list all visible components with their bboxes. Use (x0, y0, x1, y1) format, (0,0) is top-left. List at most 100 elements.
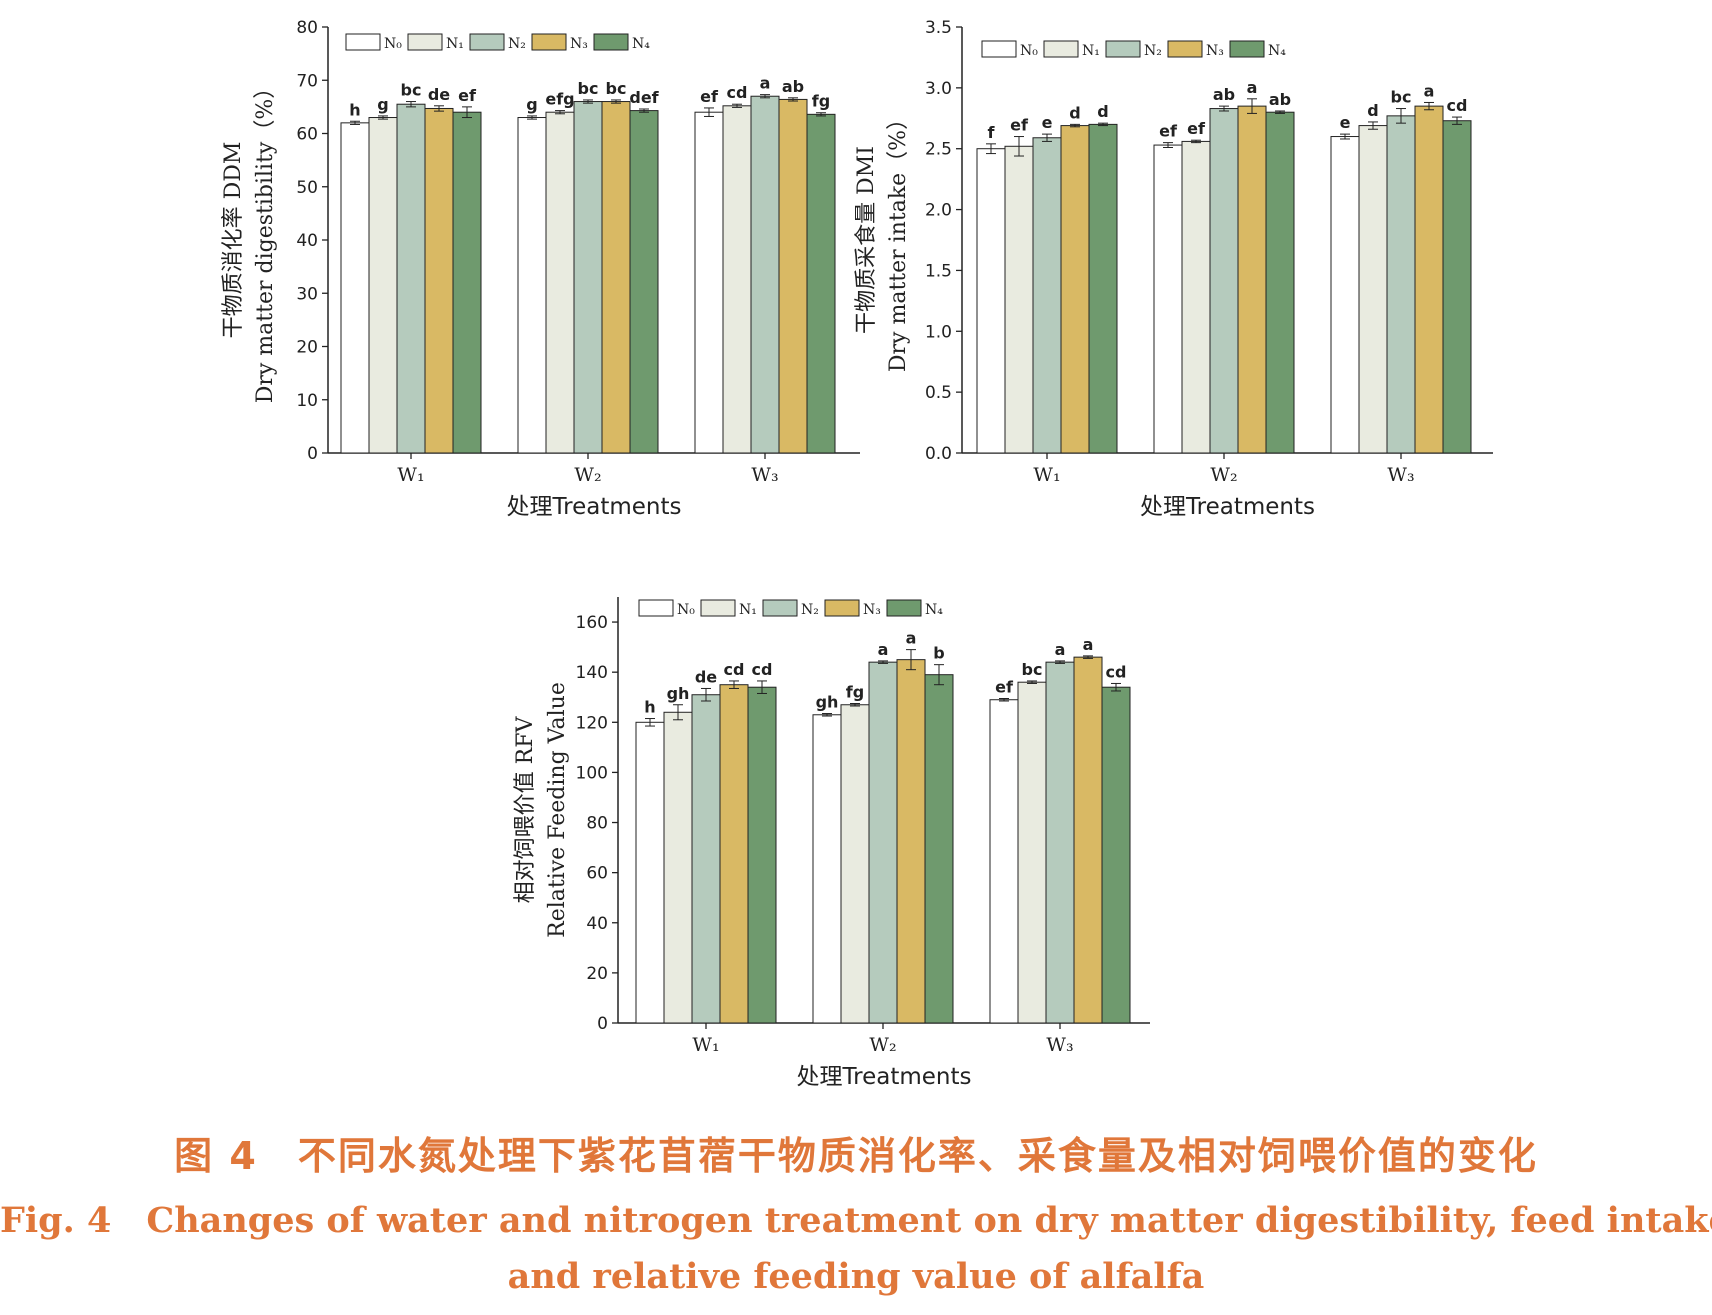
y-axis-title-en: Relative Feeding Value (545, 682, 570, 938)
bar (778, 98, 808, 454)
y-tick-label: 60 (296, 125, 318, 145)
significance-letter: a (1083, 635, 1094, 654)
bar (1442, 120, 1472, 454)
legend-swatch (531, 33, 567, 51)
legend-swatch (762, 599, 798, 617)
bar (1032, 137, 1062, 454)
bar (424, 107, 454, 454)
legend-label: N₃ (570, 36, 588, 52)
y-axis-title-cn: 相对饲喂价值 RFV (513, 716, 538, 904)
significance-letter: gh (816, 693, 839, 712)
significance-letter: ab (1213, 85, 1235, 104)
significance-letter: bc (401, 81, 422, 100)
significance-letter: bc (578, 79, 599, 98)
significance-letter: h (349, 100, 360, 119)
bar (573, 101, 603, 454)
significance-letter: def (629, 88, 659, 107)
bar (924, 674, 954, 1024)
significance-letter: ef (458, 86, 477, 105)
y-tick-label: 2.5 (925, 140, 952, 160)
bar (750, 95, 780, 454)
legend: N₀ N₁ N₂ N₃ N₄ (638, 599, 943, 618)
y-tick-label: 20 (296, 338, 318, 358)
y-tick-label: 60 (586, 864, 608, 884)
bar (1153, 144, 1183, 454)
legend-label: N₁ (739, 602, 757, 618)
significance-letter: gh (667, 684, 690, 703)
bar (840, 704, 870, 1024)
bar (1265, 111, 1295, 454)
significance-letter: d (1097, 102, 1108, 121)
bar (1358, 125, 1388, 454)
significance-letter: ef (995, 677, 1014, 696)
x-tick-label: W₂ (869, 1034, 896, 1056)
legend-swatch (1105, 40, 1141, 58)
legend-swatch (981, 40, 1017, 58)
x-tick-label: W₃ (1387, 464, 1414, 486)
significance-letter: de (695, 667, 717, 686)
significance-letter: e (1042, 113, 1053, 132)
legend-swatch (700, 599, 736, 617)
significance-letter: a (906, 629, 917, 648)
bar (694, 111, 724, 454)
bar (1004, 145, 1034, 454)
y-tick-label: 0 (597, 1014, 608, 1034)
y-tick-label: 1.5 (925, 261, 952, 281)
bar (1209, 108, 1239, 454)
significance-letter: b (933, 644, 944, 663)
legend-label: N₃ (863, 602, 881, 618)
significance-letter: cd (724, 660, 745, 679)
bar (1045, 661, 1075, 1024)
legend-swatch (1167, 40, 1203, 58)
bar (1101, 686, 1131, 1024)
legend-label: N₃ (1206, 43, 1224, 59)
y-tick-label: 2.0 (925, 201, 952, 221)
legend-label: N₀ (384, 36, 402, 52)
bar (812, 714, 842, 1024)
significance-letter: g (377, 95, 388, 114)
y-axis-title-cn: 干物质采食量 DMI (854, 146, 879, 334)
bar (896, 659, 926, 1024)
significance-letter: ab (782, 77, 804, 96)
legend-label: N₂ (1144, 43, 1162, 59)
y-tick-label: 40 (296, 231, 318, 251)
significance-letter: h (644, 698, 655, 717)
y-tick-label: 80 (586, 814, 608, 834)
y-tick-label: 10 (296, 391, 318, 411)
significance-letter: ab (1269, 90, 1291, 109)
y-axis-title-en: Dry matter intake（%） (886, 108, 911, 372)
y-tick-label: 30 (296, 284, 318, 304)
y-tick-label: 160 (576, 613, 608, 633)
bar (517, 117, 547, 454)
y-axis-title-en: Dry matter digestibility（%） (253, 77, 278, 404)
y-tick-label: 1.0 (925, 322, 952, 342)
legend: N₀ N₁ N₂ N₃ N₄ (981, 40, 1286, 59)
legend-swatch (1229, 40, 1265, 58)
bar (452, 111, 482, 454)
legend-swatch (593, 33, 629, 51)
bar (635, 721, 665, 1024)
legend-label: N₄ (925, 602, 943, 618)
significance-letter: a (878, 640, 889, 659)
legend-label: N₁ (1082, 43, 1100, 59)
y-tick-label: 140 (576, 663, 608, 683)
y-tick-label: 70 (296, 71, 318, 91)
significance-letter: bc (1391, 88, 1412, 107)
legend-swatch (407, 33, 443, 51)
significance-letter: de (428, 85, 450, 104)
legend-label: N₂ (801, 602, 819, 618)
figure-caption-chinese: 图 4 不同水氮处理下紫花苜蓿干物质消化率、采食量及相对饲喂价值的变化 (174, 1134, 1538, 1178)
significance-letter: d (1069, 103, 1080, 122)
y-tick-label: 0.0 (925, 444, 952, 464)
significance-letter: a (1055, 640, 1066, 659)
y-tick-label: 20 (586, 964, 608, 984)
x-tick-label: W₁ (397, 464, 424, 486)
x-tick-label: W₂ (1210, 464, 1237, 486)
y-tick-label: 50 (296, 178, 318, 198)
significance-letter: ef (1159, 122, 1178, 141)
bar (1414, 105, 1444, 454)
bar (1330, 136, 1360, 454)
bar (340, 122, 370, 454)
